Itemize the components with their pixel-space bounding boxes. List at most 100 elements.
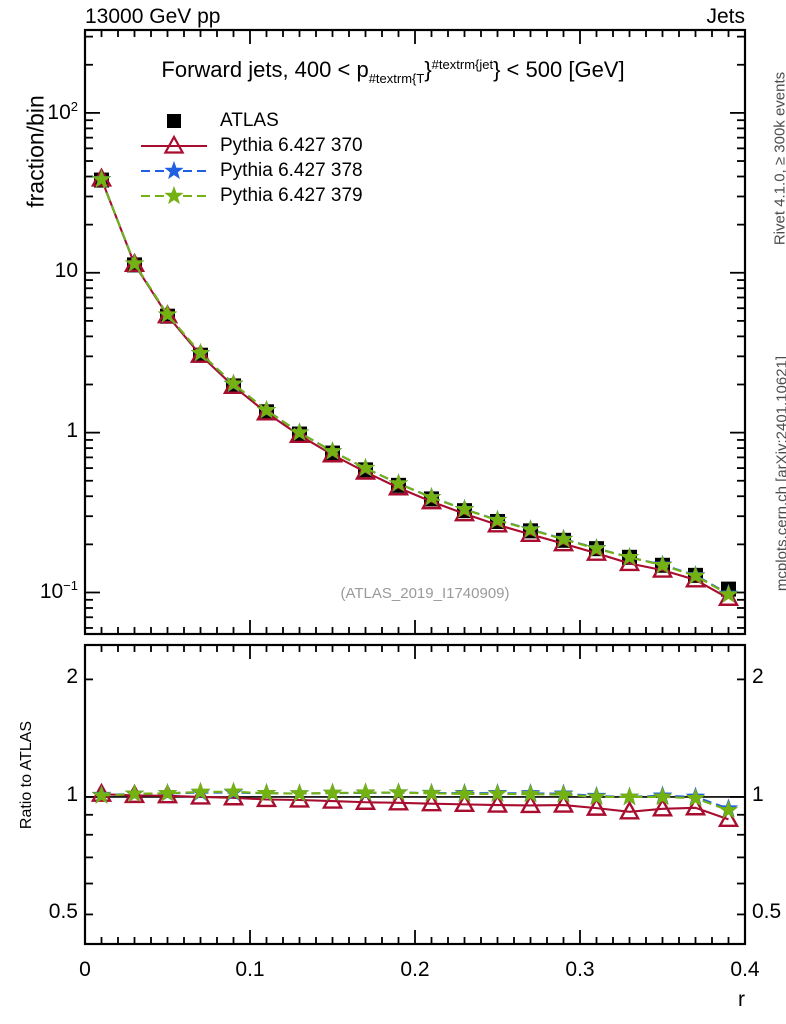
ratio-y-tick-label: 1 — [752, 782, 764, 806]
legend-label: Pythia 6.427 378 — [220, 160, 363, 181]
pythia-6-427-370-ratio-marker — [585, 796, 608, 816]
pythia-6-427-370-ratio-marker — [387, 791, 410, 811]
x-tick-label: 0.2 — [400, 958, 430, 981]
ratio-panel-frame — [83, 643, 747, 946]
pythia-6-427-379-marker — [256, 400, 277, 419]
ratio-y-tick-label: 2 — [66, 665, 78, 689]
pythia-6-427-379-ratio-marker — [487, 783, 508, 803]
legend-marker — [167, 114, 181, 128]
legend-marker — [164, 185, 184, 205]
ratio-y-tick-label: 1 — [66, 782, 78, 806]
pythia-6-427-379-marker — [157, 304, 178, 323]
pythia-6-427-379-ratio-marker — [256, 782, 277, 802]
title-prefix: Forward jets, 400 < p — [161, 57, 369, 83]
pythia-6-427-370-ratio-marker — [651, 797, 674, 817]
pythia-6-427-378-line — [100, 178, 730, 595]
pythia-6-427-379-ratio-marker — [322, 782, 343, 802]
pythia-6-427-379-ratio-marker — [223, 781, 244, 801]
legend-key-star-icon — [140, 183, 208, 208]
pythia-6-427-379-marker — [223, 373, 244, 393]
legend-key-open-triangle-icon — [140, 133, 208, 158]
pythia-6-427-379-ratio-marker — [355, 782, 376, 801]
pythia-6-427-370-ratio-marker — [618, 800, 641, 820]
pythia-6-427-379-marker — [388, 473, 409, 492]
pythia-6-427-370-ratio-marker — [717, 807, 740, 828]
ratio-y-tick-label: 2 — [752, 665, 764, 689]
main-y-tick-label: 1 — [66, 418, 78, 442]
ratio-y-tick-label: 0.5 — [752, 900, 782, 924]
pythia-6-427-379-marker — [487, 510, 508, 529]
pythia-6-427-370-ratio-marker — [420, 792, 443, 812]
pythia-6-427-370-ratio-marker — [453, 792, 476, 813]
pythia-6-427-379-marker — [652, 555, 673, 574]
exponent: 2 — [70, 98, 78, 114]
pythia-6-427-379-ratio-marker — [652, 786, 673, 806]
pythia-6-427-379-line — [100, 179, 730, 596]
pythia-6-427-379-ratio-marker — [553, 784, 574, 803]
pythia-6-427-379-ratio-marker — [124, 783, 145, 803]
pythia-6-427-370-ratio-marker — [519, 793, 542, 814]
pythia-6-427-379-ratio-marker — [685, 788, 706, 807]
pythia-6-427-379-marker — [619, 547, 640, 566]
pythia-6-427-379-marker — [685, 565, 706, 585]
pythia-6-427-379-marker — [586, 538, 607, 557]
x-tick-label: 0.1 — [235, 958, 265, 981]
pythia-6-427-379-marker — [718, 584, 739, 603]
plot-title: Forward jets, 400 < p#textrm{T}#textrm{j… — [161, 57, 624, 86]
pythia-6-427-379-marker — [190, 342, 211, 362]
title-brace-end: } < 500 [GeV] — [493, 57, 625, 83]
pythia-6-427-379-marker — [289, 422, 310, 441]
pythia-6-427-370-ratio-marker — [354, 790, 377, 810]
pythia-6-427-370-ratio-marker — [552, 793, 575, 813]
legend-key-filled-square-icon — [140, 108, 208, 133]
pythia-6-427-379-marker — [454, 499, 475, 518]
pythia-6-427-379-marker — [124, 253, 145, 272]
pythia-6-427-379-ratio-marker — [190, 781, 211, 801]
pythia-6-427-379-ratio-marker — [91, 785, 112, 804]
main-panel-frame — [83, 28, 747, 636]
analysis-id-watermark: (ATLAS_2019_I1740909) — [340, 585, 510, 602]
legend-label: Pythia 6.427 370 — [220, 135, 363, 156]
pythia-6-427-379-ratio-marker — [421, 783, 442, 802]
pythia-6-427-370-ratio-marker — [486, 793, 509, 813]
x-tick-label: 0.4 — [730, 958, 760, 981]
pythia-6-427-379-ratio-marker — [718, 800, 739, 819]
pythia-6-427-370-line — [100, 178, 730, 600]
pythia-6-427-379-marker — [520, 519, 541, 538]
pythia-6-427-379-marker — [355, 457, 376, 477]
title-superscript: #textrm{jet — [431, 57, 494, 72]
main-y-tick-label: 10 — [54, 258, 78, 282]
x-tick-label: 0 — [79, 958, 91, 981]
legend-label: Pythia 6.427 379 — [220, 185, 363, 206]
pythia-6-427-379-ratio-marker — [454, 783, 475, 803]
pythia-6-427-379-ratio-marker — [289, 783, 310, 802]
pythia-6-427-370-marker — [288, 423, 311, 443]
pythia-6-427-379-marker — [91, 169, 112, 188]
title-brace-mid: } — [424, 57, 432, 83]
main-y-tick-label: 102 — [47, 98, 78, 124]
pythia-6-427-379-ratio-marker — [619, 786, 640, 806]
ratio-y-tick-label: 0.5 — [48, 900, 78, 924]
exponent: −1 — [63, 578, 78, 594]
x-tick-label: 0.3 — [565, 958, 595, 981]
pythia-6-427-370-marker — [255, 401, 278, 421]
pythia-6-427-379-ratio-marker — [157, 782, 178, 802]
legend-marker — [164, 160, 184, 180]
legend-marker — [163, 134, 185, 154]
x-axis-title: r — [738, 988, 745, 1011]
legend-key-star-icon — [140, 158, 208, 183]
process-label: Jets — [706, 5, 745, 28]
pythia-6-427-379-marker — [421, 487, 442, 506]
pythia-6-427-379-ratio-marker — [388, 782, 409, 801]
pythia-6-427-379-marker — [553, 529, 574, 548]
title-subscript: #textrm{T — [368, 70, 425, 86]
legend-label: ATLAS — [220, 110, 279, 131]
beam-energy-label: 13000 GeV pp — [85, 5, 221, 28]
main-y-tick-label: 10−1 — [39, 578, 78, 604]
pythia-6-427-379-ratio-marker — [520, 783, 541, 803]
pythia-6-427-379-marker — [322, 441, 343, 460]
pythia-6-427-370-ratio-marker — [684, 796, 707, 816]
pythia-6-427-379-ratio-marker — [586, 786, 607, 806]
